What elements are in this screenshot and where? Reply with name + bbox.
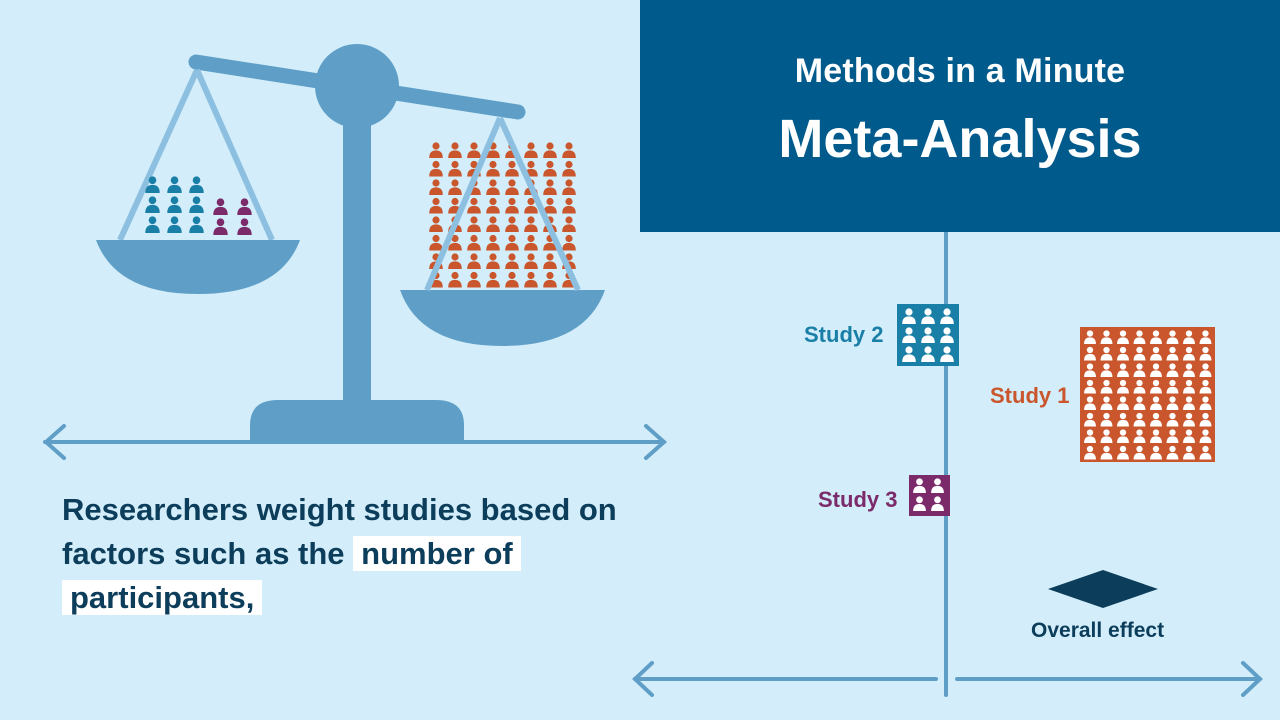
person-icon (448, 142, 462, 158)
person-icon (213, 198, 228, 215)
person-icon (524, 234, 538, 251)
person-icon (145, 196, 160, 213)
caption-highlight-participants: participants, (62, 580, 263, 615)
right-pan-hangers (424, 116, 581, 292)
person-icon (562, 197, 576, 214)
person-icon (429, 234, 443, 251)
forest-plot-axes (632, 230, 1263, 697)
person-icon (467, 142, 481, 158)
person-icon (524, 271, 538, 288)
person-icon (237, 198, 252, 215)
person-icon (429, 197, 443, 214)
person-icon (505, 216, 519, 232)
person-icon (448, 253, 462, 269)
person-icon (486, 160, 500, 177)
person-icon (562, 234, 576, 251)
page-title: Meta-Analysis (778, 109, 1142, 169)
study-3-label: Study 3 (818, 487, 898, 512)
overall-effect-diamond (1048, 570, 1158, 608)
person-icon (562, 179, 576, 195)
person-icon (429, 216, 443, 232)
person-icon (486, 179, 500, 195)
left-pan-participants (145, 176, 252, 235)
person-icon (505, 234, 519, 251)
study-1-label: Study 1 (990, 383, 1070, 408)
person-icon (448, 160, 462, 177)
person-icon (562, 216, 576, 232)
balance-scale-icon (96, 44, 605, 442)
person-icon (524, 216, 538, 232)
person-icon (213, 218, 228, 235)
study-2-label: Study 2 (804, 322, 884, 347)
person-icon (505, 271, 519, 288)
person-icon (429, 142, 443, 158)
person-icon (486, 271, 500, 288)
person-icon (505, 160, 519, 177)
person-icon (448, 179, 462, 195)
person-icon (505, 253, 519, 269)
person-icon (467, 253, 481, 269)
right-pan-participants (429, 142, 576, 288)
person-icon (486, 234, 500, 251)
person-icon (505, 197, 519, 214)
person-icon (467, 234, 481, 251)
person-icon (189, 176, 204, 193)
person-icon (167, 196, 182, 213)
person-icon (562, 142, 576, 158)
person-icon (189, 196, 204, 213)
person-icon (448, 271, 462, 288)
person-icon (486, 216, 500, 232)
person-icon (524, 253, 538, 269)
series-title: Methods in a Minute (794, 52, 1126, 90)
effect-axis-left (42, 424, 668, 460)
person-icon (145, 216, 160, 233)
person-icon (237, 218, 252, 235)
overall-effect-label: Overall effect (1031, 619, 1165, 642)
person-icon (429, 160, 443, 177)
person-icon (486, 197, 500, 214)
person-icon (543, 179, 557, 195)
person-icon (467, 197, 481, 214)
person-icon (562, 160, 576, 177)
person-icon (524, 142, 538, 158)
person-icon (505, 179, 519, 195)
person-icon (486, 253, 500, 269)
caption-plain: Researchers weight studies based on fact… (62, 492, 617, 571)
person-icon (167, 176, 182, 193)
person-icon (467, 216, 481, 232)
person-icon (543, 271, 557, 288)
person-icon (189, 216, 204, 233)
caption-text: Researchers weight studies based on fact… (62, 488, 642, 620)
person-icon (543, 142, 557, 158)
caption-highlight-number-of: number of (353, 536, 521, 571)
person-icon (543, 253, 557, 269)
person-icon (429, 179, 443, 195)
title-banner: Methods in a Minute Meta-Analysis (640, 0, 1280, 232)
person-icon (543, 160, 557, 177)
person-icon (467, 271, 481, 288)
person-icon (167, 216, 182, 233)
